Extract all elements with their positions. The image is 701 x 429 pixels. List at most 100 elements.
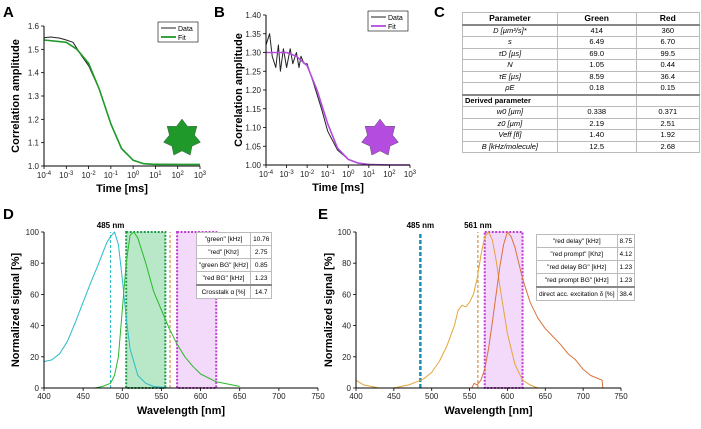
y-tick-label-d: 100 <box>26 228 40 237</box>
y-tick-label-a: 1.0 <box>28 162 40 171</box>
x-tick-label-a: 10-1 <box>104 171 119 180</box>
x-tick-label-e: 550 <box>463 392 477 401</box>
table-row: Veff [fl] 1.40 1.92 <box>462 129 701 142</box>
x-tick-label-a: 10-2 <box>81 171 96 180</box>
x-tick-label-a: 10-3 <box>59 171 74 180</box>
panel-label-e: E <box>318 206 328 223</box>
value-cell: 1.05 <box>556 59 637 72</box>
param-cell: D [µm²/s]* <box>462 24 558 37</box>
value-cell: 1.23 <box>616 273 636 288</box>
section-row: Derived parameter <box>462 93 701 107</box>
table-header-row: Parameter Green Red <box>462 12 701 26</box>
panel-label-c: C <box>434 4 445 21</box>
value-cell: 1.23 <box>250 271 273 286</box>
wavelength-annotation-d: 485 nm <box>97 221 125 230</box>
y-tick-label-a: 1.1 <box>28 139 40 148</box>
fluorophore-star-icon-a <box>163 118 201 156</box>
value-cell: 8.75 <box>616 234 636 248</box>
table-row: s 6.49 6.70 <box>462 36 701 49</box>
label-cell: "green" [kHz] <box>195 232 252 246</box>
crosstalk-table: "green" [kHz] 10.76 "red" [Khz] 2.75 "gree… <box>195 232 273 299</box>
x-axis-label-e: Wavelength [nm] <box>444 405 533 417</box>
table-row: Crosstalk α [%] 14.7 <box>195 284 273 299</box>
y-tick-label-a: 1.5 <box>28 45 40 54</box>
y-tick-label-b: 1.30 <box>245 49 261 58</box>
x-tick-label-a: 100 <box>127 171 140 180</box>
x-tick-label-e: 600 <box>501 392 515 401</box>
table-row: "red delay" [kHz] 8.75 <box>536 234 636 248</box>
table-row: τE [µs] 8.59 36.4 <box>462 70 701 83</box>
y-axis-label-b: Correlation amplitude <box>233 33 245 147</box>
table-row: D [µm²/s]* 414 360 <box>462 24 701 37</box>
x-tick-label-e: 650 <box>539 392 553 401</box>
y-axis-label-e: Normalized signal [%] <box>323 253 335 368</box>
table-row: B [kHz/molecule] 12.5 2.68 <box>462 140 701 153</box>
y-tick-label-a: 1.3 <box>28 92 40 101</box>
y-tick-label-b: 1.10 <box>245 124 261 133</box>
table-row: τD [µs] 69.0 99.5 <box>462 47 701 60</box>
table-row: z0 [µm] 2.19 2.51 <box>462 117 701 130</box>
label-cell: direct acc. excitation δ [%] <box>536 286 618 301</box>
y-tick-label-b: 1.05 <box>245 142 261 151</box>
wavelength-annotation-e: 485 nm <box>407 221 435 230</box>
direct-excitation-table: "red delay" [kHz] 8.75 "red prompt" [Khz]… <box>536 234 636 301</box>
value-cell: 2.75 <box>250 245 273 259</box>
y-tick-label-b: 1.00 <box>245 161 261 170</box>
table-row: "red" [Khz] 2.75 <box>195 245 273 259</box>
x-tick-label-d: 650 <box>233 392 247 401</box>
x-tick-label-b: 10-3 <box>279 170 294 179</box>
value-cell: 6.49 <box>556 36 637 49</box>
parameter-table: Parameter Green Red D [µm²/s]* 414 360 s 6.… <box>462 12 701 153</box>
panel-label-a: A <box>3 4 14 21</box>
y-tick-label-b: 1.15 <box>245 105 261 114</box>
header-cell: Red <box>635 12 701 26</box>
x-tick-label-b: 102 <box>383 170 396 179</box>
param-cell: ρE <box>462 82 558 95</box>
value-cell: 414 <box>556 24 637 37</box>
x-tick-label-b: 100 <box>342 170 355 179</box>
table-row: "red BG" [kHz] 1.23 <box>195 271 273 286</box>
table-row: "red delay BG" [kHz] 1.23 <box>536 260 636 274</box>
x-tick-label-b: 10-4 <box>259 170 274 179</box>
header-cell: Parameter <box>462 12 558 26</box>
x-tick-label-e: 700 <box>576 392 590 401</box>
x-tick-label-e: 500 <box>425 392 439 401</box>
legend-label-b: Fit <box>388 24 396 31</box>
value-cell: 0.85 <box>250 258 273 272</box>
x-tick-label-e: 750 <box>614 392 628 401</box>
value-cell: 14.7 <box>250 284 273 299</box>
y-tick-label-d: 80 <box>30 259 39 268</box>
value-cell: 10.76 <box>250 232 273 246</box>
x-tick-label-d: 400 <box>37 392 51 401</box>
header-cell: Green <box>556 12 637 26</box>
series-line-d-0 <box>43 231 264 389</box>
x-tick-label-d: 700 <box>272 392 286 401</box>
value-cell: 2.19 <box>556 117 637 130</box>
x-tick-label-d: 750 <box>311 392 325 401</box>
y-tick-label-e: 60 <box>342 290 351 299</box>
value-cell: 360 <box>635 24 701 37</box>
y-tick-label-e: 100 <box>338 228 352 237</box>
x-tick-label-a: 102 <box>172 171 185 180</box>
y-tick-label-a: 1.6 <box>28 22 40 31</box>
x-tick-label-b: 10-1 <box>321 170 336 179</box>
x-axis-label-b: Time [ms] <box>312 182 364 194</box>
y-tick-label-e: 40 <box>342 322 351 331</box>
series-line-b-0 <box>265 33 390 166</box>
panel-label-d: D <box>3 206 14 223</box>
label-cell: "red prompt BG" [kHz] <box>536 273 618 288</box>
param-cell: z0 [µm] <box>462 117 558 130</box>
legend-label-b: Data <box>388 15 403 22</box>
label-cell: "red" [Khz] <box>195 245 252 259</box>
value-cell: 0.15 <box>635 82 701 95</box>
series-line-a-0 <box>43 36 178 165</box>
x-tick-label-e: 400 <box>349 392 363 401</box>
detection-band-d-0 <box>125 231 167 389</box>
value-cell: 2.68 <box>635 140 701 153</box>
x-tick-label-d: 500 <box>116 392 130 401</box>
y-tick-label-b: 1.35 <box>245 30 261 39</box>
value-cell: 0.371 <box>635 106 701 119</box>
x-tick-label-a: 10-4 <box>37 171 52 180</box>
value-cell: 36.4 <box>635 70 701 83</box>
